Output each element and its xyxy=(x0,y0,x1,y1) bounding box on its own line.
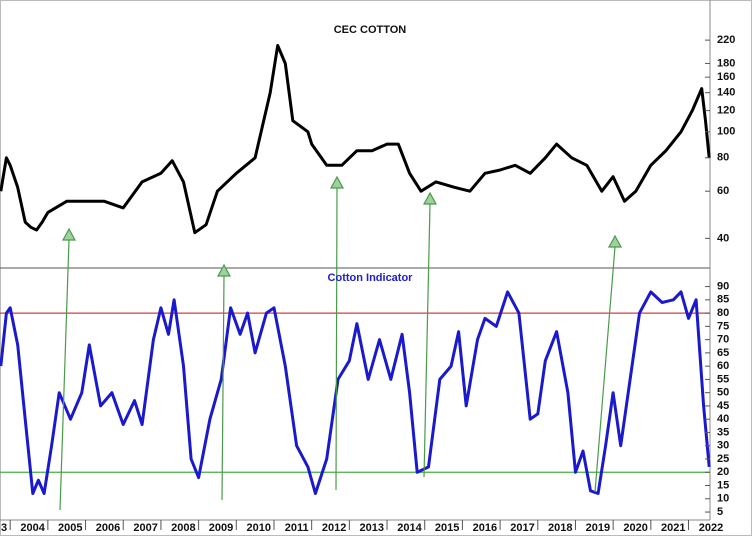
y-tick-label: 80 xyxy=(717,152,729,164)
arrow-head xyxy=(61,227,77,241)
arrow-line xyxy=(221,275,225,501)
x-tick-label: 2008 xyxy=(171,522,195,534)
y-tick-label: 5 xyxy=(717,506,723,518)
y-tick-label: 220 xyxy=(717,34,735,46)
x-tick-label: 2020 xyxy=(623,522,647,534)
y-tick-label: 75 xyxy=(717,320,729,332)
y-tick-label: 20 xyxy=(717,466,729,478)
x-tick-label: 2013 xyxy=(360,522,384,534)
x-tick-label: 2015 xyxy=(435,522,459,534)
x-tick-label: 3 xyxy=(1,522,7,534)
x-tick-label: 2017 xyxy=(510,522,534,534)
x-tick-label: 2012 xyxy=(322,522,346,534)
y-tick-label: 40 xyxy=(717,413,729,425)
y-tick-label: 65 xyxy=(717,347,729,359)
x-tick-label: 2004 xyxy=(20,522,45,534)
y-tick-label: 60 xyxy=(717,360,729,372)
y-tick-label: 30 xyxy=(717,440,729,452)
x-tick-label: 2019 xyxy=(586,522,610,534)
arrow-line xyxy=(594,246,616,493)
y-tick-label: 40 xyxy=(717,232,729,244)
x-tick-label: 2009 xyxy=(209,522,233,534)
data-line xyxy=(0,290,711,495)
y-tick-label: 90 xyxy=(717,280,729,292)
y-tick-label: 85 xyxy=(717,294,729,306)
y-tick-label: 120 xyxy=(717,105,735,117)
arrow-line xyxy=(59,239,70,511)
y-tick-label: 80 xyxy=(717,307,729,319)
y-tick-label: 100 xyxy=(717,126,735,138)
arrow-head xyxy=(607,234,623,248)
x-tick-label: 2018 xyxy=(548,522,572,534)
arrow-head xyxy=(329,175,345,189)
y-tick-label: 35 xyxy=(717,426,729,438)
x-tick-label: 2016 xyxy=(473,522,497,534)
panel-title: CEC COTTON xyxy=(334,24,407,36)
x-tick-label: 2006 xyxy=(96,522,120,534)
y-tick-label: 10 xyxy=(717,493,729,505)
arrow-head xyxy=(422,191,438,205)
x-tick-label: 2022 xyxy=(699,522,723,534)
y-tick-label: 140 xyxy=(717,87,735,99)
arrow-line xyxy=(335,187,338,491)
y-tick-label: 55 xyxy=(717,373,729,385)
y-tick-label: 70 xyxy=(717,334,729,346)
signal-arrows xyxy=(59,175,623,511)
arrow-head xyxy=(216,263,232,277)
x-tick-label: 2010 xyxy=(246,522,270,534)
y-tick-label: 180 xyxy=(717,57,735,69)
y-tick-label: 45 xyxy=(717,400,729,412)
panel-title: Cotton Indicator xyxy=(328,272,414,284)
data-line xyxy=(0,44,711,235)
x-tick-label: 2007 xyxy=(133,522,157,534)
y-tick-label: 25 xyxy=(717,453,729,465)
x-tick-label: 2021 xyxy=(661,522,685,534)
x-tick-label: 2011 xyxy=(285,522,309,534)
y-tick-label: 60 xyxy=(717,185,729,197)
y-tick-label: 160 xyxy=(717,71,735,83)
x-tick-label: 2005 xyxy=(58,522,82,534)
x-tick-label: 2014 xyxy=(397,522,422,534)
y-tick-label: 15 xyxy=(717,479,729,491)
y-tick-label: 50 xyxy=(717,387,729,399)
arrow-line xyxy=(423,203,431,478)
